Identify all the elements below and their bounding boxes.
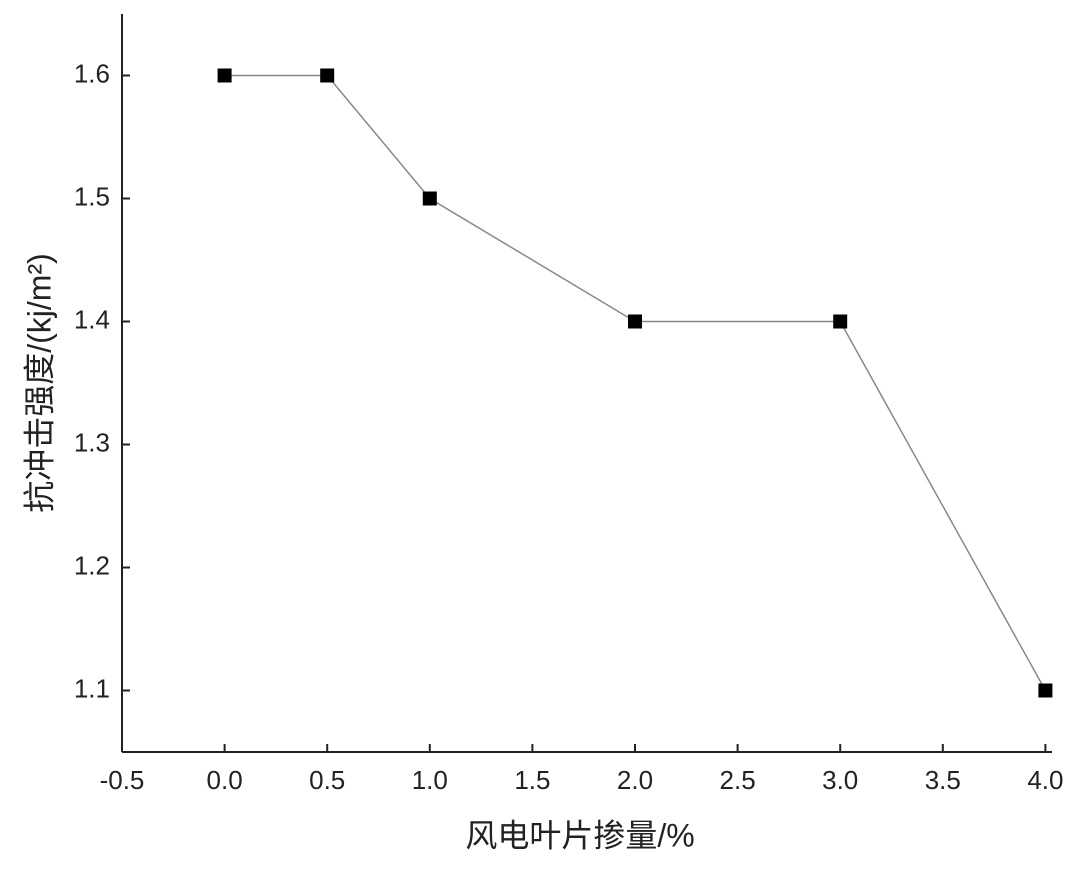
data-point: [320, 68, 335, 83]
data-point: [217, 68, 232, 83]
x-tick-label: 0.0: [207, 765, 243, 795]
data-point: [833, 314, 848, 329]
y-tick-label: 1.2: [74, 550, 110, 580]
y-tick-label: 1.6: [74, 58, 110, 88]
x-tick-label: 2.5: [720, 765, 756, 795]
x-tick-label: 3.0: [822, 765, 858, 795]
x-tick-label: 0.5: [309, 765, 345, 795]
x-tick-label: -0.5: [100, 765, 145, 795]
x-tick-label: 3.5: [925, 765, 961, 795]
y-axis-title: 抗冲击强度/(kj/m²): [21, 253, 57, 513]
x-tick-label: 1.5: [514, 765, 550, 795]
data-point: [628, 314, 642, 329]
x-tick-label: 2.0: [617, 765, 653, 795]
x-axis-title: 风电叶片掺量/%: [465, 817, 694, 853]
x-tick-label: 4.0: [1027, 765, 1063, 795]
data-point: [1038, 683, 1053, 698]
x-tick-label: 1.0: [412, 765, 448, 795]
y-tick-label: 1.3: [74, 427, 110, 457]
y-tick-label: 1.4: [74, 304, 110, 334]
y-tick-label: 1.1: [74, 673, 110, 703]
y-tick-label: 1.5: [74, 181, 110, 211]
data-line: [224, 74, 1047, 691]
data-point: [422, 191, 437, 206]
